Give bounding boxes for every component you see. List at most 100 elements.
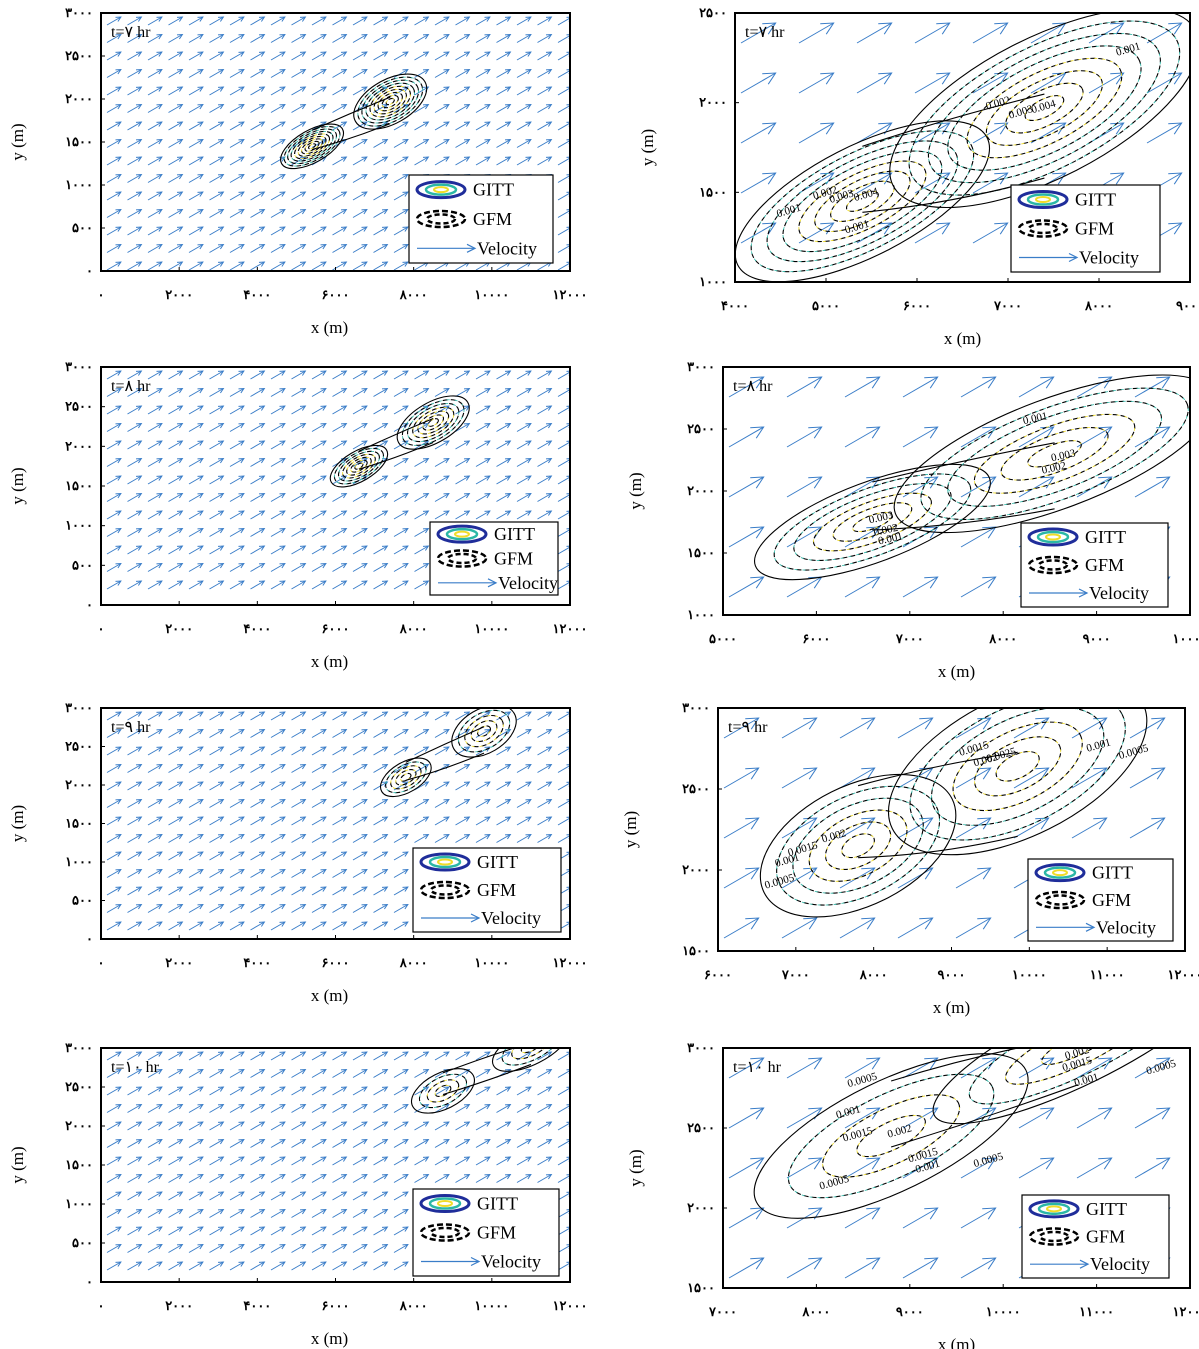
velocity-arrow	[332, 191, 347, 201]
velocity-arrow	[147, 209, 163, 218]
velocity-arrow	[1146, 122, 1182, 144]
velocity-arrow	[496, 1156, 511, 1166]
velocity-arrowhead	[279, 1103, 286, 1110]
velocity-arrow	[127, 764, 142, 773]
velocity-arrowhead	[422, 527, 430, 534]
velocity-arrowhead	[525, 457, 532, 464]
velocity-arrow	[516, 104, 532, 113]
velocity-arrow	[352, 1104, 368, 1113]
velocity-arrow	[537, 781, 552, 791]
velocity-arrowhead	[381, 798, 389, 805]
velocity-arrowhead	[176, 387, 184, 394]
gitt-contour-line	[947, 400, 1162, 507]
velocity-arrowhead	[115, 208, 122, 215]
velocity-arrow	[106, 528, 122, 537]
velocity-arrowhead	[340, 580, 348, 586]
velocity-arrow	[516, 799, 532, 808]
velocity-arrowhead	[422, 833, 430, 840]
velocity-arrowhead	[279, 510, 286, 516]
velocity-arrow	[496, 711, 511, 721]
velocity-arrowhead	[238, 86, 245, 92]
velocity-arrow	[168, 781, 183, 791]
legend-label-velocity: Velocity	[481, 908, 541, 928]
velocity-arrowhead	[924, 526, 939, 539]
velocity-arrowhead	[176, 208, 184, 215]
velocity-arrowhead	[238, 16, 245, 22]
velocity-arrow	[250, 121, 265, 131]
velocity-arrow	[1076, 1107, 1112, 1129]
velocity-arrowhead	[156, 138, 163, 145]
velocity-arrowhead	[1040, 1157, 1055, 1170]
contour-group	[329, 395, 470, 488]
velocity-arrowhead	[402, 475, 409, 481]
velocity-arrow	[537, 834, 552, 843]
velocity-arrowhead	[381, 226, 389, 232]
velocity-arrow	[332, 545, 347, 555]
velocity-arrow	[270, 1104, 286, 1113]
velocity-arrowhead	[258, 816, 266, 822]
velocity-arrow	[455, 423, 470, 432]
velocity-arrow	[455, 1104, 470, 1113]
velocity-arrow	[352, 423, 368, 432]
velocity-arrow	[332, 104, 347, 113]
velocity-arrow	[475, 1069, 491, 1078]
velocity-arrowhead	[402, 370, 409, 376]
x-tick-label: ۷۰۰۰	[708, 1305, 737, 1320]
velocity-arrowhead	[197, 510, 204, 516]
velocity-arrowhead	[1168, 22, 1183, 35]
x-tick-label: ۶۰۰۰	[322, 1299, 350, 1314]
velocity-arrow	[127, 886, 142, 896]
velocity-arrowhead	[525, 138, 532, 145]
velocity-arrowhead	[340, 156, 348, 162]
velocity-arrow	[106, 51, 122, 61]
gitt-contour-line	[290, 131, 334, 162]
velocity-arrow	[434, 69, 450, 78]
velocity-arrowhead	[156, 816, 163, 822]
velocity-arrow	[106, 209, 122, 218]
velocity-arrow	[250, 69, 265, 78]
velocity-arrow	[373, 69, 388, 78]
velocity-arrowhead	[279, 1086, 286, 1092]
velocity-arrowhead	[402, 261, 409, 267]
velocity-arrowhead	[402, 728, 409, 735]
velocity-arrowhead	[258, 1138, 266, 1145]
velocity-arrowhead	[258, 728, 266, 735]
velocity-arrow	[127, 1226, 142, 1236]
velocity-arrow	[455, 121, 470, 131]
velocity-arrow	[537, 1156, 552, 1166]
velocity-arrowhead	[402, 422, 409, 429]
velocity-arrowhead	[197, 440, 204, 446]
y-tick-label: ۰	[86, 264, 93, 279]
x-tick-label: ۱۲۰۰۰	[1168, 968, 1199, 983]
velocity-arrowhead	[361, 51, 368, 57]
x-tick-label: ۰	[98, 956, 105, 971]
velocity-arrowhead	[258, 138, 266, 145]
contour-line	[759, 773, 957, 918]
velocity-arrow	[332, 226, 347, 236]
velocity-arrow	[332, 16, 347, 26]
velocity-arrow	[373, 711, 388, 721]
velocity-arrowhead	[217, 68, 225, 75]
velocity-arrow	[106, 405, 122, 415]
velocity-arrow	[250, 886, 265, 896]
velocity-arrow	[1129, 767, 1165, 789]
velocity-arrow	[475, 1104, 491, 1113]
velocity-arrowhead	[504, 1121, 512, 1127]
velocity-arrow	[291, 921, 306, 931]
contour-line	[353, 73, 428, 130]
velocity-arrowhead	[463, 33, 471, 40]
velocity-arrowhead	[299, 1191, 307, 1197]
contour-line	[406, 402, 460, 443]
velocity-arrowhead	[156, 711, 163, 717]
velocity-arrow	[475, 746, 491, 756]
x-tick-label: ۴۰۰۰	[243, 288, 271, 303]
velocity-arrowhead	[340, 1208, 348, 1215]
velocity-arrow	[168, 156, 183, 166]
velocity-arrowhead	[279, 492, 286, 499]
velocity-arrow	[414, 493, 429, 502]
velocity-arrow	[291, 1104, 306, 1113]
velocity-arrowhead	[238, 1103, 245, 1110]
velocity-arrowhead	[299, 243, 307, 250]
